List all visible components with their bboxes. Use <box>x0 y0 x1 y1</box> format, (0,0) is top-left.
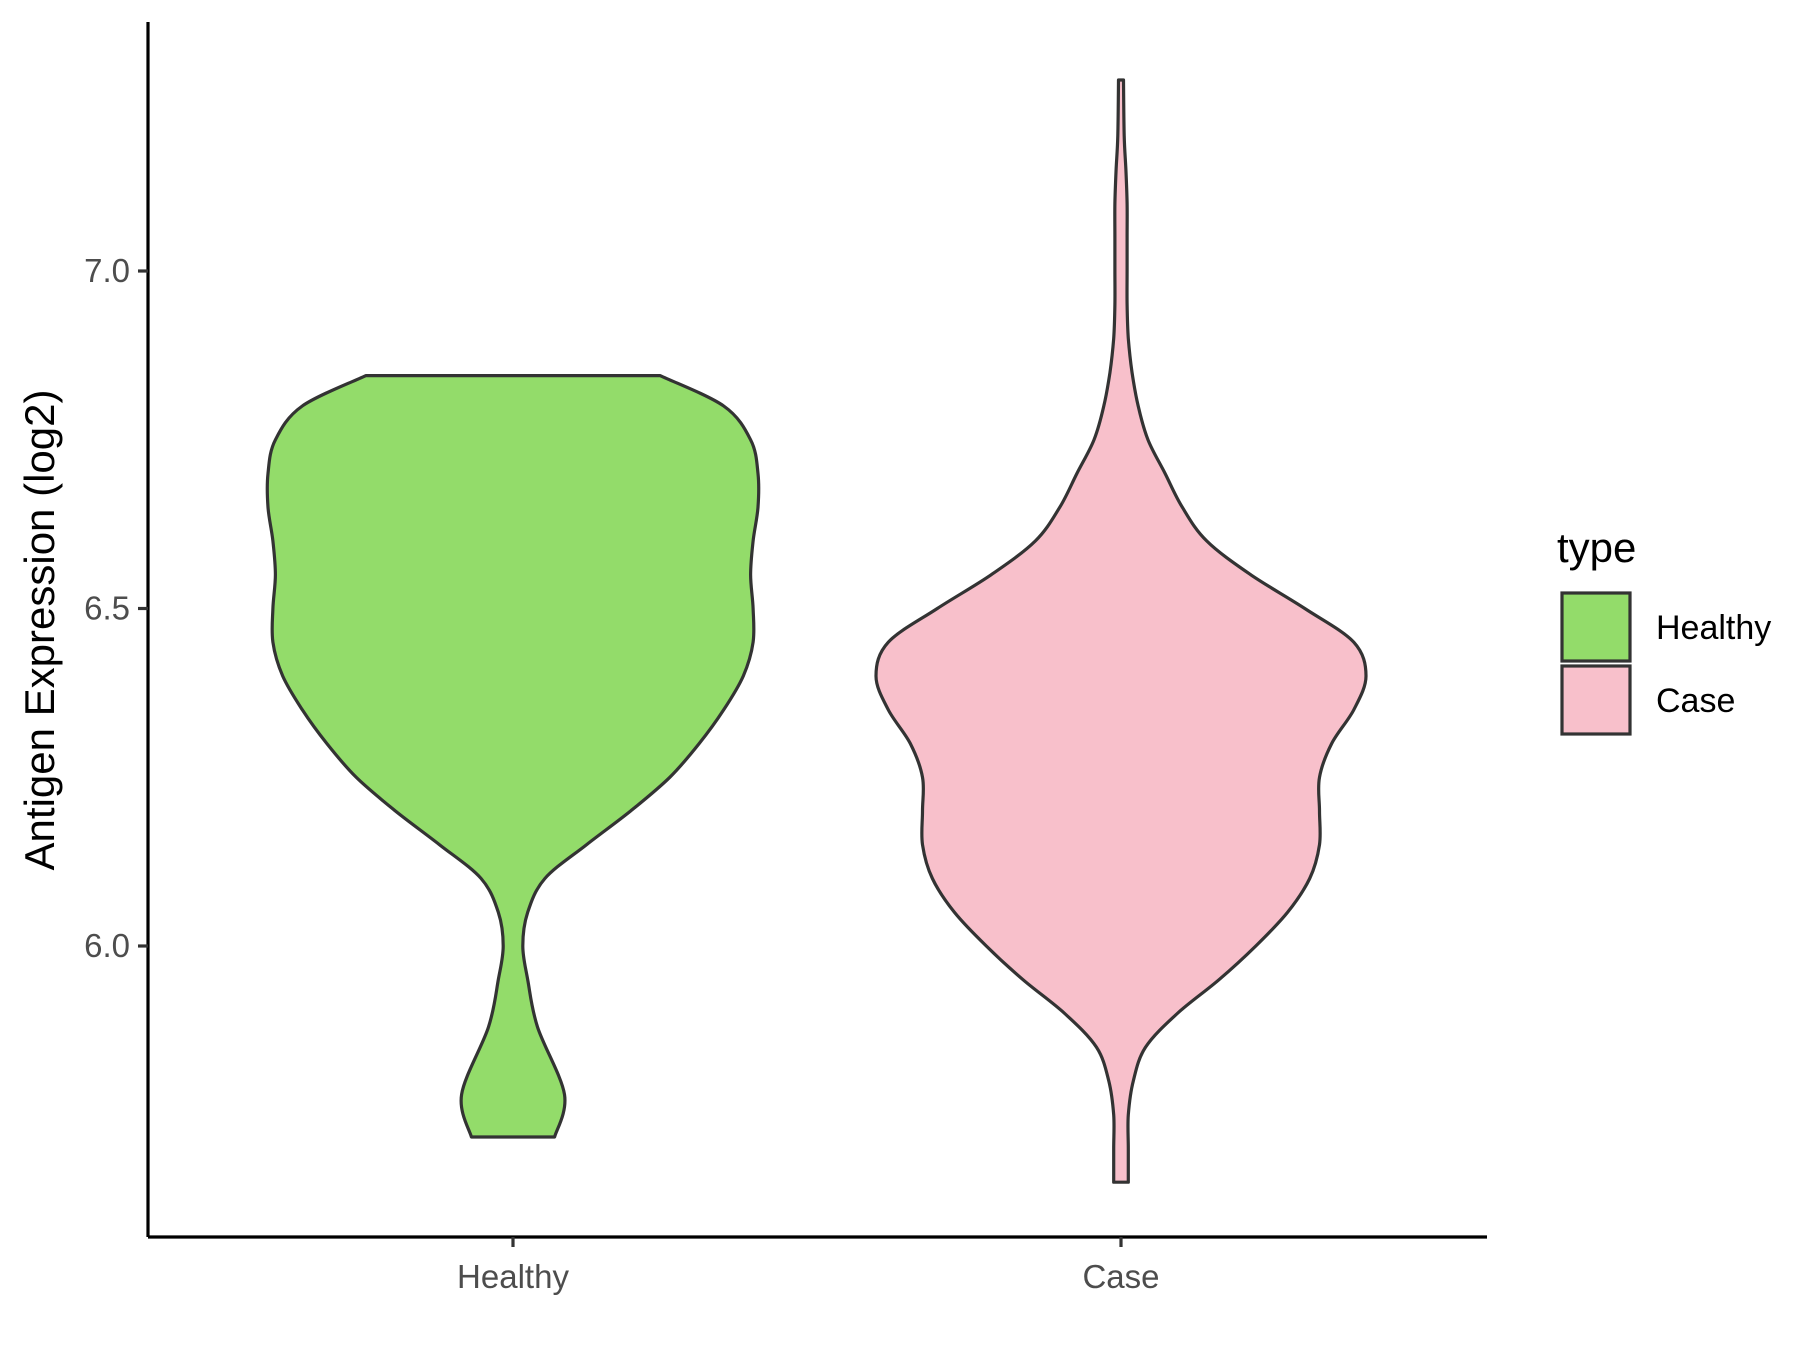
legend-label-case: Case <box>1656 682 1735 720</box>
legend-label-healthy: Healthy <box>1656 609 1771 647</box>
legend-title: type <box>1557 524 1636 571</box>
y-ticks: 6.0 6.5 7.0 <box>84 252 148 964</box>
violins <box>265 78 1368 1184</box>
y-tick-label: 7.0 <box>84 252 130 289</box>
plot-area: 6.0 6.5 7.0 Healthy Case <box>84 22 1487 1295</box>
legend-entries: Healthy Case <box>1560 591 1771 736</box>
y-tick-label: 6.5 <box>84 590 130 627</box>
legend-swatch-healthy <box>1560 591 1632 663</box>
y-tick-label: 6.0 <box>84 927 130 964</box>
legend-swatch-case <box>1560 664 1632 736</box>
x-tick-label-healthy: Healthy <box>457 1258 569 1295</box>
violin-case <box>874 78 1368 1184</box>
x-ticks: Healthy Case <box>457 1237 1160 1295</box>
violin-healthy <box>265 374 761 1139</box>
x-tick-label-case: Case <box>1082 1258 1159 1295</box>
legend: type Healthy Case <box>1557 524 1771 736</box>
y-axis-title: Antigen Expression (log2) <box>16 390 63 871</box>
